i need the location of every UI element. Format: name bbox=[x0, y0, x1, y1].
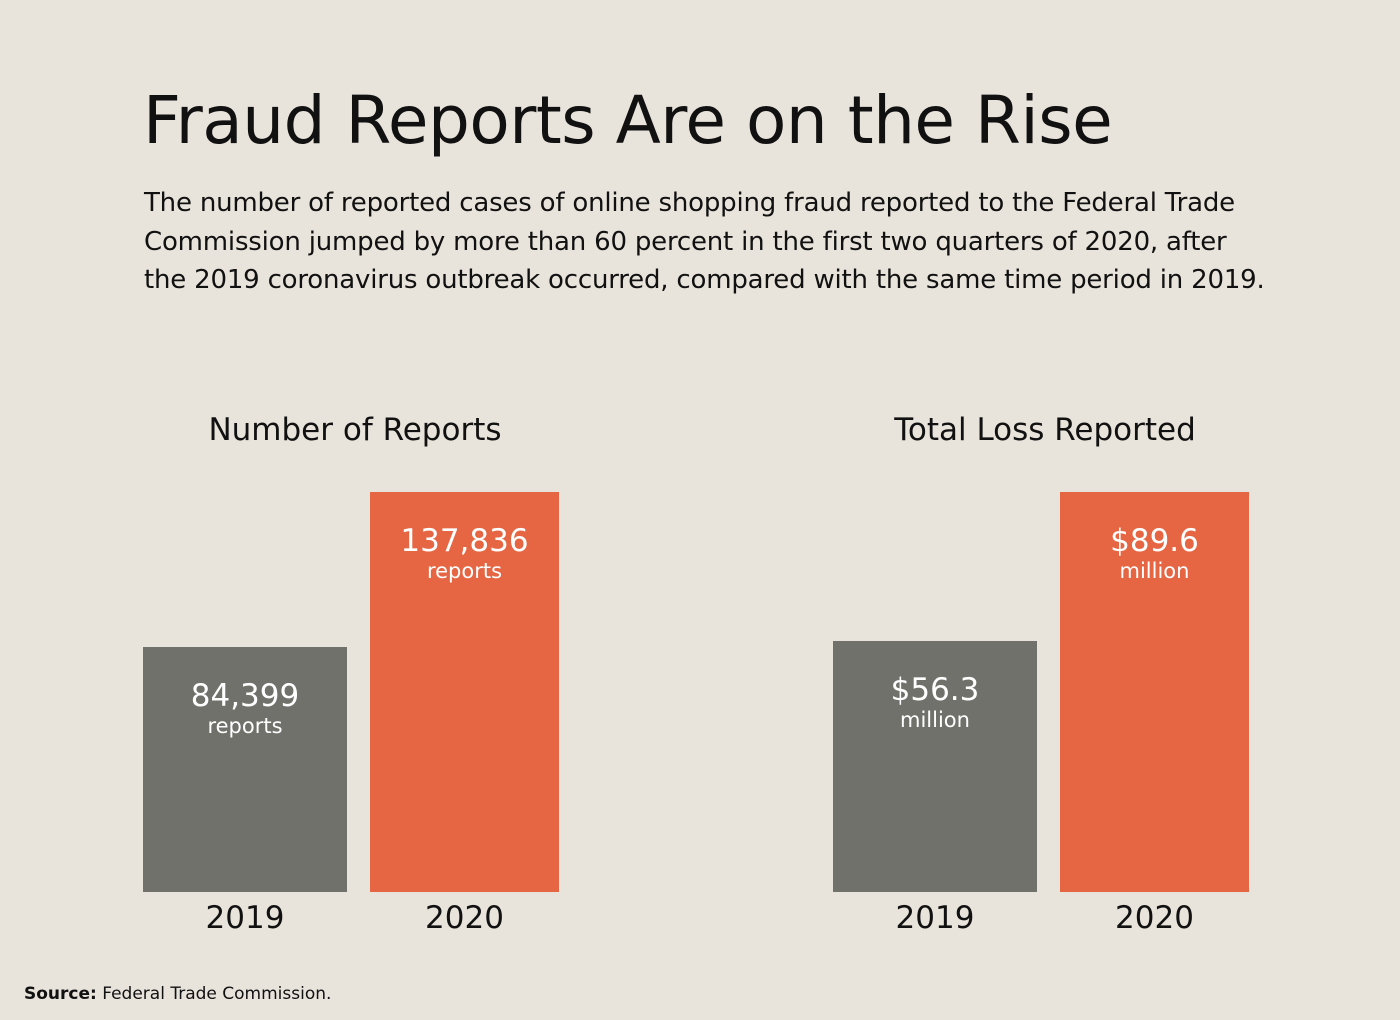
reports-x-tick-2019: 2019 bbox=[205, 900, 285, 936]
chart-title: Fraud Reports Are on the Rise bbox=[143, 82, 1113, 159]
loss-bar-chart: Total Loss Reported $56.3 million 2019 $89.… bbox=[820, 400, 1270, 960]
loss-x-tick-2020: 2020 bbox=[1115, 900, 1194, 936]
reports-bar-chart: Number of Reports 84,399 reports 2019 137,8… bbox=[130, 400, 580, 960]
loss-chart-title: Total Loss Reported bbox=[894, 412, 1196, 448]
source-label: Source: bbox=[24, 984, 97, 1004]
reports-data-label-2020: 137,836 bbox=[400, 523, 529, 559]
loss-data-label-2019: $56.3 bbox=[890, 672, 980, 708]
reports-bar-2020: 137,836 reports bbox=[370, 492, 559, 892]
source-note: Source: Federal Trade Commission. bbox=[24, 982, 331, 1006]
loss-unit-label-2019: million bbox=[900, 708, 970, 732]
loss-bar-2019: $56.3 million bbox=[833, 641, 1037, 892]
reports-x-tick-2020: 2020 bbox=[425, 900, 504, 936]
loss-unit-label-2020: million bbox=[1119, 559, 1190, 583]
chart-subtitle: The number of reported cases of online s… bbox=[144, 188, 1265, 295]
reports-data-label-2019: 84,399 bbox=[190, 678, 300, 714]
loss-bar-2020: $89.6 million bbox=[1060, 492, 1249, 892]
reports-chart-title: Number of Reports bbox=[208, 412, 502, 448]
source-text: Federal Trade Commission. bbox=[102, 984, 332, 1004]
loss-data-label-2020: $89.6 bbox=[1110, 523, 1199, 559]
loss-x-tick-2019: 2019 bbox=[895, 900, 975, 936]
reports-unit-label-2019: reports bbox=[207, 714, 283, 738]
reports-bar-2019: 84,399 reports bbox=[143, 647, 347, 892]
reports-unit-label-2020: reports bbox=[426, 559, 503, 583]
